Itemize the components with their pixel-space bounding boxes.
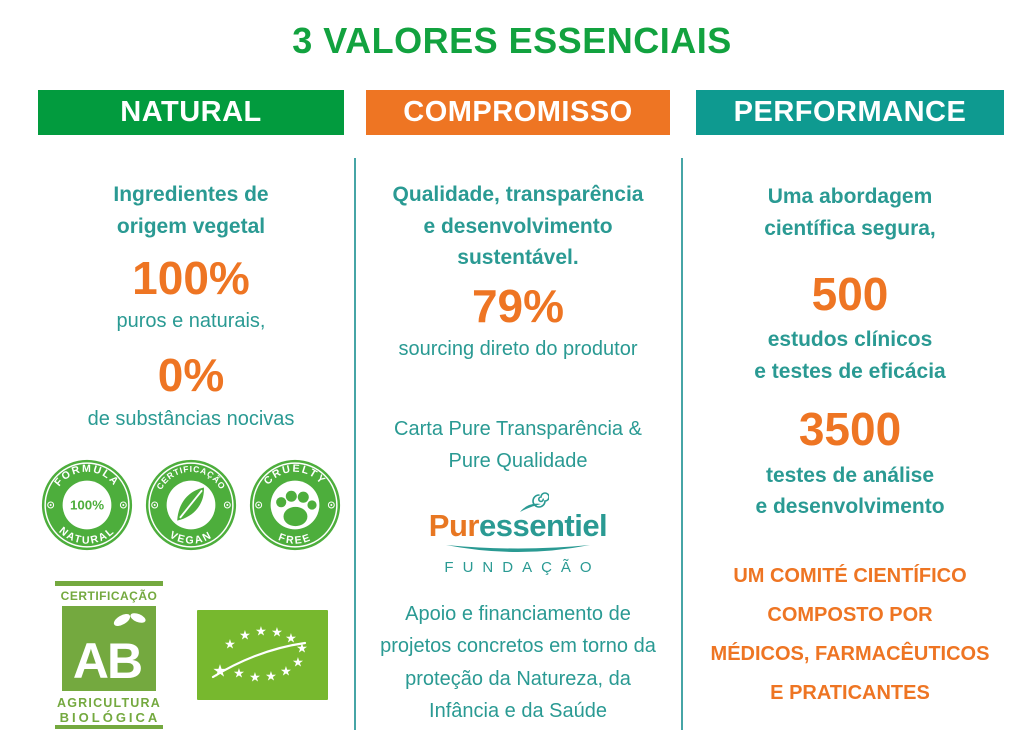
- svg-text:★: ★: [285, 630, 297, 645]
- performance-intro: Uma abordagem científica segura,: [764, 185, 936, 240]
- badge-bottom-text: VEGAN: [167, 529, 212, 547]
- leaf-stem-swoosh: [211, 641, 306, 678]
- svg-text:★: ★: [280, 663, 292, 678]
- eu-organic-leaf-logo: ★ ★ ★ ★ ★ ★ ★ ★ ★ ★ ★ ★: [196, 609, 328, 700]
- compromisso-intro: Qualidade, transparência e desenvolvimen…: [392, 183, 644, 269]
- ab-logo-line1: AGRICULTURA: [57, 696, 161, 710]
- svg-text:★: ★: [233, 665, 245, 680]
- compromisso-stat-label: sourcing direto do produtor: [398, 337, 638, 360]
- badge-center-value: 100%: [70, 497, 104, 512]
- euro-leaf-stars: ★ ★ ★ ★ ★ ★ ★ ★ ★ ★ ★ ★: [212, 623, 307, 684]
- badge-ring: [44, 461, 130, 548]
- paw-icon: [276, 490, 317, 526]
- swoosh-underline-icon: [446, 544, 590, 552]
- charter-text: Carta Pure Transparência & Pure Qualidad…: [394, 417, 642, 472]
- spiral-ornament-right-icon: [223, 501, 231, 509]
- svg-text:★: ★: [296, 640, 308, 655]
- natural-stat1-label: puros e naturais,: [116, 310, 266, 333]
- column-natural: NATURAL Ingredientes de origem vegetal 1…: [38, 90, 344, 729]
- ab-logo-line2: BIOLÓGICA: [59, 710, 160, 725]
- compromisso-header-bar: COMPROMISSO: [366, 90, 670, 135]
- puressentiel-wordmark-pur: Pur: [428, 507, 480, 543]
- svg-text:★: ★: [265, 668, 277, 683]
- certification-logos: CERTIFICAÇÃO AB AGRICULTURA BIOLÓGICA ★ …: [38, 580, 344, 729]
- column-performance: PERFORMANCE Uma abordagem científica seg…: [696, 90, 1004, 713]
- natural-stat1-value: 100%: [132, 252, 250, 304]
- natural-header-bar: NATURAL: [38, 90, 344, 135]
- column-divider-2: [681, 158, 683, 730]
- spiral-ornament-left-icon: [151, 501, 159, 509]
- natural-stat2-value: 0%: [157, 349, 225, 402]
- column-divider-1: [354, 158, 356, 730]
- badge-ring: [148, 461, 234, 548]
- ab-logo-initials: AB: [72, 633, 140, 689]
- svg-text:FREE: FREE: [277, 531, 314, 547]
- cruelty-free-badge: CRUELTY FREE: [249, 459, 341, 550]
- certification-badges: FORMULA NATURAL 100% CERTIFIC: [38, 459, 344, 551]
- badge-bottom-text: FREE: [277, 531, 312, 547]
- badge-ring: [252, 461, 338, 548]
- natural-stat2-label: de substâncias nocivas: [87, 407, 295, 430]
- svg-text:VEGAN: VEGAN: [167, 529, 214, 547]
- performance-stat2-value: 3500: [798, 403, 902, 456]
- performance-stat2-label: testes de análise e desenvolvimento: [755, 463, 945, 519]
- svg-text:★: ★: [224, 636, 236, 651]
- svg-text:★: ★: [255, 623, 267, 638]
- svg-text:★: ★: [212, 661, 227, 680]
- natural-intro: Ingredientes de origem vegetal: [113, 183, 269, 238]
- badge-inner-disc: [62, 480, 112, 529]
- performance-header-bar: PERFORMANCE: [696, 90, 1004, 135]
- puressentiel-wordmark: Puressentiel: [366, 507, 670, 543]
- spiral-ornament-right-icon: [119, 501, 127, 509]
- ab-agricultura-biologica-logo: CERTIFICAÇÃO AB AGRICULTURA BIOLÓGICA: [54, 580, 163, 729]
- puressentiel-wordmark-essentiel: essentiel: [478, 507, 608, 543]
- page-title: 3 VALORES ESSENCIAIS: [292, 20, 732, 61]
- scientific-committee-text: UM COMITÉ CIENTÍFICO COMPOSTO POR MÉDICO…: [710, 564, 990, 704]
- leaf-icon: [177, 487, 204, 521]
- performance-stat1-value: 500: [811, 268, 889, 320]
- puressentiel-swirl-icon: [520, 492, 549, 512]
- formula-natural-badge: FORMULA NATURAL 100%: [41, 459, 133, 550]
- spiral-ornament-right-icon: [327, 501, 335, 509]
- svg-text:★: ★: [292, 654, 304, 669]
- spiral-ornament-left-icon: [47, 501, 55, 509]
- ab-logo-certification-text: CERTIFICAÇÃO: [60, 588, 157, 603]
- svg-text:★: ★: [249, 669, 261, 684]
- compromisso-stat-value: 79%: [471, 279, 565, 332]
- puressentiel-fundacao-logo: Puressentiel FUNDAÇÃO: [366, 489, 670, 576]
- compromisso-description: Apoio e financiamento de projetos concre…: [380, 602, 656, 723]
- spiral-ornament-left-icon: [255, 501, 263, 509]
- svg-text:★: ★: [271, 624, 283, 639]
- sprout-icon: [113, 612, 146, 626]
- vegan-badge: CERTIFICAÇÃO VEGAN: [145, 459, 237, 550]
- svg-text:★: ★: [239, 627, 251, 642]
- fundacao-label: FUNDAÇÃO: [444, 558, 601, 576]
- performance-stat1-label: estudos clínicos e testes de eficácia: [754, 328, 946, 383]
- column-compromisso: COMPROMISSO Qualidade, transparência e d…: [366, 90, 670, 727]
